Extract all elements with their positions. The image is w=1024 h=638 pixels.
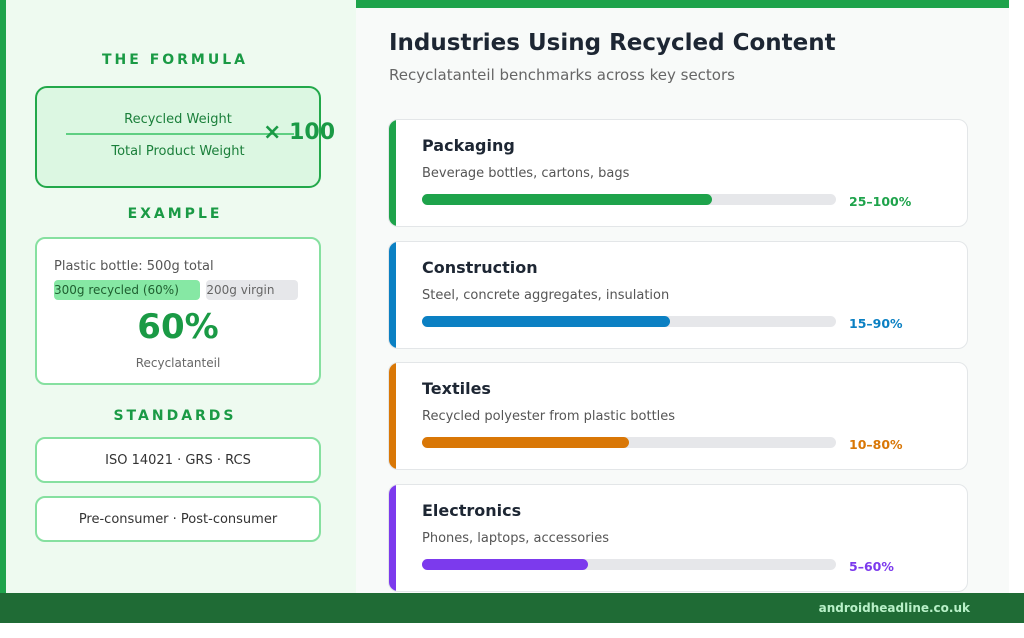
formula-box: Recycled Weight Total Product Weight × 1… xyxy=(35,86,335,188)
standard-item: ISO 14021 · GRS · RCS xyxy=(35,437,321,483)
progress-fill xyxy=(422,559,588,571)
industry-name: Electronics xyxy=(422,501,522,521)
progress-fill xyxy=(422,194,712,205)
progress-track xyxy=(422,315,836,327)
recycled-label: 300g recycled (60%) xyxy=(54,283,179,297)
accent-strip xyxy=(389,485,396,592)
progress-fill xyxy=(422,437,629,449)
footer-source: androidheadline.co.uk xyxy=(818,601,970,615)
denominator: Total Product Weight xyxy=(111,144,245,159)
industry-name: Construction xyxy=(422,257,538,277)
progress-track xyxy=(422,559,836,571)
accent-strip xyxy=(389,363,396,470)
sidebar: THE FORMULA Recycled Weight Total Produc… xyxy=(0,0,356,593)
industry-description: Phones, laptops, accessories xyxy=(422,531,609,547)
progress-track xyxy=(422,437,836,449)
industry-description: Recycled polyester from plastic bottles xyxy=(422,409,676,425)
progress-fill xyxy=(422,315,671,327)
standard-item: Pre-consumer · Post-consumer xyxy=(35,496,321,542)
accent-strip xyxy=(389,120,396,226)
industry-card: Packaging Beverage bottles, cartons, bags… xyxy=(388,119,968,227)
industry-description: Steel, concrete aggregates, insulation xyxy=(422,287,670,303)
example-bar: 300g recycled (60%) 200g virgin xyxy=(54,280,298,300)
industry-range: 15–90% xyxy=(849,315,903,331)
numerator: Recycled Weight xyxy=(124,112,232,127)
formula-heading: THE FORMULA xyxy=(101,52,248,68)
industry-description: Beverage bottles, cartons, bags xyxy=(422,166,630,181)
example-heading: EXAMPLE xyxy=(127,206,223,222)
fraction-line xyxy=(66,133,294,135)
accent-strip xyxy=(389,241,396,348)
industry-card: Textiles Recycled polyester from plastic … xyxy=(388,362,968,471)
example-result: 60% xyxy=(137,307,219,347)
main-subtitle: Recyclatanteil benchmarks across key sec… xyxy=(389,66,735,84)
progress-track xyxy=(422,194,836,205)
industry-name: Packaging xyxy=(422,136,515,155)
industry-range: 25–100% xyxy=(849,194,912,209)
virgin-label: 200g virgin xyxy=(206,283,275,297)
result-label: Recyclatanteil xyxy=(135,356,221,370)
example-box: Plastic bottle: 500g total 300g recycled… xyxy=(35,237,321,385)
footer: androidheadline.co.uk xyxy=(0,593,1024,623)
standards-heading: STANDARDS xyxy=(113,408,237,424)
virgin-segment: 200g virgin xyxy=(206,280,298,300)
main-title: Industries Using Recycled Content xyxy=(389,30,836,56)
multiplier: × 100 xyxy=(263,120,336,145)
industry-card: Construction Steel, concrete aggregates, … xyxy=(388,240,968,349)
industry-card: Electronics Phones, laptops, accessories 5… xyxy=(388,484,968,593)
example-description: Plastic bottle: 500g total xyxy=(54,259,214,274)
industry-range: 10–80% xyxy=(849,437,903,453)
recycled-segment: 300g recycled (60%) xyxy=(54,280,201,300)
industry-name: Textiles xyxy=(422,379,491,399)
industry-range: 5–60% xyxy=(849,559,894,575)
